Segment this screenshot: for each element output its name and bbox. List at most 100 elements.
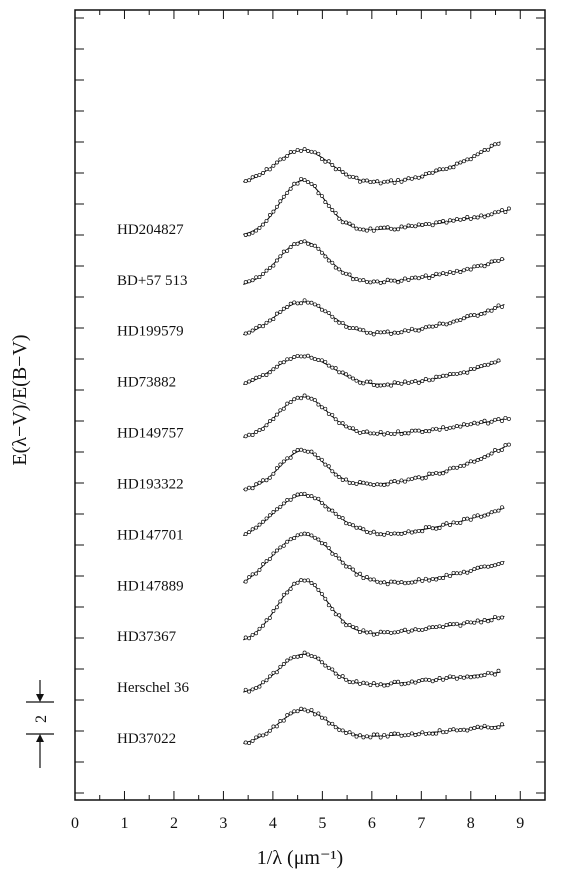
data-point — [413, 175, 418, 180]
data-point — [340, 560, 345, 565]
data-point — [382, 683, 387, 688]
data-point — [389, 681, 394, 686]
data-point — [361, 480, 366, 485]
data-point — [371, 483, 376, 487]
star-label: HD73882 — [117, 375, 176, 391]
data-point — [506, 416, 511, 421]
data-point — [493, 672, 497, 677]
observed-points-11 — [243, 706, 504, 746]
data-point — [500, 615, 504, 620]
data-point — [448, 321, 452, 326]
data-point — [448, 372, 452, 376]
observed-points-2 — [243, 239, 504, 285]
data-point — [330, 314, 335, 319]
data-point — [358, 430, 362, 435]
data-point — [409, 428, 414, 433]
data-point — [434, 220, 439, 225]
data-point — [454, 621, 459, 626]
data-point — [271, 471, 276, 476]
data-point — [396, 629, 401, 634]
data-point — [340, 516, 345, 521]
data-point — [475, 674, 480, 679]
data-point — [295, 147, 300, 152]
data-point — [330, 607, 335, 612]
data-point — [302, 650, 307, 655]
data-point — [316, 358, 321, 362]
data-point — [243, 532, 248, 537]
data-point — [385, 329, 390, 334]
data-point — [437, 220, 442, 224]
data-point — [500, 208, 504, 213]
data-point — [430, 223, 435, 228]
data-point — [458, 318, 463, 322]
data-point — [312, 302, 317, 307]
data-point — [468, 459, 473, 464]
data-point — [461, 159, 466, 164]
data-point — [250, 230, 255, 235]
data-point — [441, 425, 446, 430]
data-point — [361, 328, 366, 333]
observed-points-6 — [243, 442, 511, 492]
data-point — [399, 432, 404, 437]
data-point — [295, 241, 300, 246]
data-point — [500, 722, 504, 727]
data-point — [454, 424, 459, 428]
data-point — [486, 421, 491, 426]
data-point — [368, 683, 373, 688]
data-point — [302, 531, 307, 536]
data-point — [423, 273, 428, 278]
data-point — [358, 227, 362, 232]
data-point — [496, 725, 501, 730]
data-point — [323, 462, 328, 467]
data-point — [496, 141, 501, 146]
data-point — [385, 482, 390, 487]
data-point — [448, 523, 452, 527]
data-point — [278, 309, 283, 314]
data-point — [496, 258, 501, 263]
data-point — [361, 430, 366, 435]
data-point — [385, 582, 390, 587]
x-tick-labels: 0 1 2 3 4 5 6 7 8 9 — [71, 815, 524, 832]
data-point — [281, 459, 286, 464]
data-point — [337, 515, 342, 520]
data-point — [292, 709, 297, 714]
data-point — [250, 632, 255, 637]
data-point — [292, 494, 297, 499]
data-point — [392, 227, 397, 232]
data-point — [423, 325, 428, 330]
data-point — [396, 731, 401, 736]
data-point — [441, 730, 446, 735]
data-point — [285, 658, 290, 663]
data-point — [274, 724, 279, 729]
data-point — [361, 278, 366, 283]
data-point — [472, 726, 477, 730]
data-point — [243, 331, 248, 336]
data-point — [385, 277, 390, 282]
data-point — [295, 654, 300, 659]
data-point — [340, 220, 345, 225]
data-point — [389, 383, 394, 388]
data-point — [413, 275, 418, 280]
data-point — [448, 218, 452, 223]
data-point — [416, 276, 421, 281]
data-point — [364, 734, 369, 739]
data-point — [409, 326, 414, 331]
data-point — [427, 171, 432, 176]
data-point — [247, 432, 252, 437]
data-point — [406, 477, 411, 482]
data-point — [306, 709, 310, 714]
data-point — [278, 408, 283, 413]
data-point — [427, 221, 432, 226]
data-point — [385, 179, 390, 184]
data-point — [333, 671, 338, 676]
data-point — [319, 405, 324, 410]
data-point — [389, 226, 394, 231]
data-point — [361, 628, 366, 633]
data-point — [423, 222, 428, 227]
data-point — [257, 480, 262, 485]
data-point — [465, 570, 470, 575]
data-point — [451, 271, 456, 275]
data-point — [261, 623, 265, 628]
data-point — [267, 615, 272, 620]
data-point — [371, 431, 376, 436]
